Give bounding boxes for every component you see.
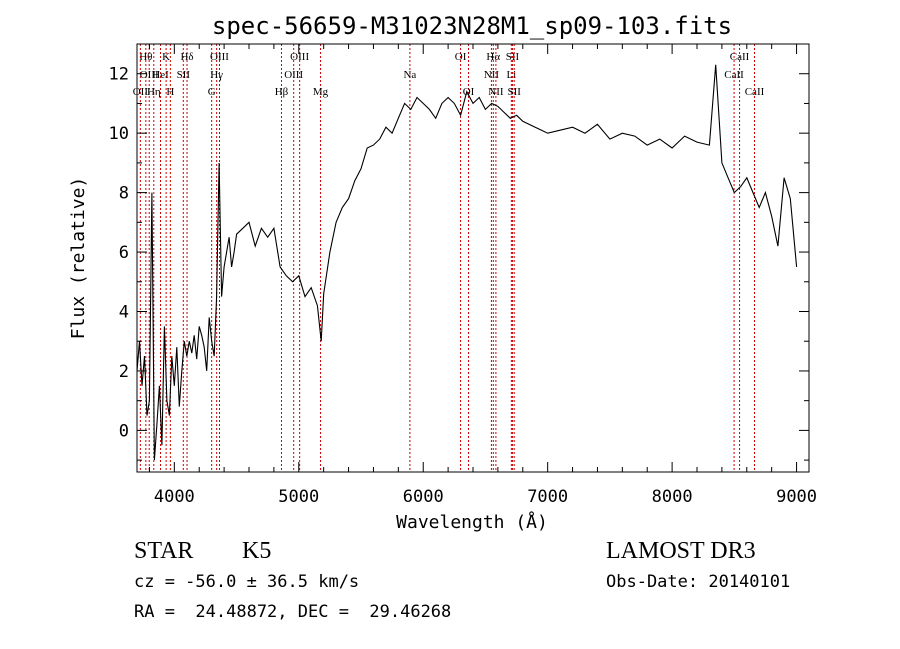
line-markers: HθOIIOIIIHηHeIKHSIIHδGHγOIIIHβOIIIOIIIMg…: [133, 44, 765, 472]
line-marker-label: Hη: [147, 86, 161, 98]
line-marker-label: H: [166, 86, 174, 98]
redshift-text: cz = -56.0 ± 36.5 km/s: [134, 572, 360, 592]
line-marker-label: Hα: [486, 51, 500, 63]
y-tick-label: 0: [119, 421, 129, 441]
line-marker-label: SII: [506, 51, 520, 63]
y-axis: 0 2 4 6 8 10 12: [109, 65, 809, 461]
line-marker-label: OIII: [284, 69, 303, 81]
plot-frame: [136, 43, 810, 473]
x-tick-label: 6000: [403, 487, 444, 507]
line-marker-label: Hβ: [275, 86, 289, 98]
line-marker-label: OI: [455, 51, 467, 63]
line-marker-label: K: [162, 51, 170, 63]
line-marker-label: Mg: [313, 86, 329, 98]
coords-text: RA = 24.48872, DEC = 29.46268: [134, 602, 452, 622]
obs-date-text: Obs-Date: 20140101: [606, 572, 791, 592]
x-tick-label: 7000: [527, 487, 568, 507]
line-marker-label: OI: [463, 86, 475, 98]
object-class: STAR: [134, 538, 194, 564]
y-tick-label: 12: [109, 65, 129, 85]
line-marker-label: HeI: [152, 69, 169, 81]
line-marker-label: CaII: [745, 86, 765, 98]
y-tick-label: 8: [119, 184, 129, 204]
line-marker-label: SII: [177, 69, 191, 81]
survey-name: LAMOST DR3: [606, 538, 756, 564]
y-tick-label: 4: [119, 303, 129, 323]
line-marker-label: Hγ: [210, 69, 223, 81]
line-marker-label: CaII: [724, 69, 744, 81]
line-marker-label: OIII: [210, 51, 229, 63]
line-marker-label: Hθ: [139, 51, 152, 63]
line-marker-label: G: [208, 86, 216, 98]
plot-area: [136, 43, 810, 473]
line-marker-label: SII: [507, 86, 521, 98]
y-axis-label: Flux (relative): [68, 177, 89, 340]
spectrum-line: [137, 64, 798, 461]
x-tick-label: 5000: [278, 487, 319, 507]
chart-title: spec-56659-M31023N28M1_sp09-103.fits: [212, 12, 732, 40]
y-tick-label: 10: [109, 124, 129, 144]
line-marker-label: CaII: [730, 51, 750, 63]
x-axis: 4000 5000 6000 7000 8000 9000: [148, 44, 817, 507]
x-tick-label: 4000: [154, 487, 195, 507]
x-tick-label: 9000: [776, 487, 817, 507]
y-tick-label: 2: [119, 362, 129, 382]
line-marker-label: Na: [403, 69, 416, 81]
line-marker-label: NII: [484, 69, 500, 81]
x-axis-label: Wavelength (Å): [396, 511, 548, 533]
y-tick-label: 6: [119, 243, 129, 263]
line-marker-label: NII: [488, 86, 504, 98]
object-subclass: K5: [242, 538, 272, 564]
line-marker-label: Li: [506, 69, 516, 81]
line-marker-label: Hδ: [180, 51, 193, 63]
line-marker-label: OIII: [290, 51, 309, 63]
x-tick-label: 8000: [652, 487, 693, 507]
